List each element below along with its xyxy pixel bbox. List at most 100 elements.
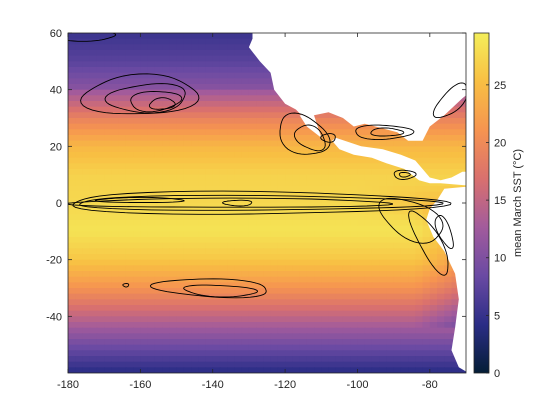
sst-cell bbox=[328, 367, 337, 373]
sst-cell bbox=[68, 169, 76, 176]
sst-cell bbox=[234, 180, 243, 187]
sst-cell bbox=[162, 305, 170, 312]
sst-cell bbox=[183, 237, 192, 244]
sst-cell bbox=[227, 220, 236, 227]
sst-cell bbox=[415, 248, 424, 255]
sst-cell bbox=[111, 305, 120, 312]
sst-cell bbox=[379, 344, 387, 351]
sst-cell bbox=[379, 208, 387, 215]
sst-cell bbox=[96, 157, 105, 164]
sst-cell bbox=[371, 237, 380, 244]
sst-cell bbox=[342, 322, 351, 329]
sst-cell bbox=[248, 106, 257, 113]
sst-cell bbox=[444, 118, 453, 125]
sst-cell bbox=[292, 333, 301, 340]
sst-cell bbox=[68, 293, 76, 300]
sst-cell bbox=[415, 356, 424, 363]
sst-cell bbox=[277, 186, 286, 193]
sst-cell bbox=[400, 180, 409, 187]
sst-cell bbox=[176, 361, 185, 368]
sst-cell bbox=[350, 282, 359, 289]
sst-cell bbox=[147, 271, 156, 278]
sst-cell bbox=[154, 367, 163, 373]
sst-cell bbox=[277, 333, 286, 340]
sst-cell bbox=[82, 293, 91, 300]
sst-cell bbox=[429, 265, 438, 272]
sst-cell bbox=[299, 288, 308, 295]
sst-cell bbox=[219, 95, 228, 102]
sst-cell bbox=[429, 129, 438, 136]
sst-cell bbox=[147, 333, 156, 340]
sst-cell bbox=[205, 106, 214, 113]
sst-cell bbox=[350, 333, 359, 340]
sst-cell bbox=[227, 242, 236, 249]
sst-cell bbox=[133, 84, 141, 91]
sst-cell bbox=[68, 38, 76, 45]
sst-cell bbox=[219, 254, 228, 261]
land-north-america bbox=[248, 33, 466, 141]
sst-cell bbox=[118, 344, 127, 351]
sst-cell bbox=[176, 310, 185, 317]
sst-cell bbox=[212, 163, 221, 170]
sst-cell bbox=[277, 271, 286, 278]
contour-north-pacific-top bbox=[68, 33, 117, 42]
sst-cell bbox=[169, 220, 178, 227]
sst-cell bbox=[191, 78, 199, 85]
sst-cell bbox=[335, 254, 344, 261]
sst-cell bbox=[364, 299, 373, 306]
sst-cell bbox=[198, 186, 207, 193]
sst-cell bbox=[270, 242, 279, 249]
sst-cell bbox=[169, 367, 178, 373]
sst-cell bbox=[379, 186, 387, 193]
sst-cell bbox=[321, 265, 330, 272]
sst-cell bbox=[371, 310, 380, 317]
sst-cell bbox=[335, 237, 344, 244]
sst-cell bbox=[241, 55, 250, 62]
sst-cell bbox=[205, 78, 214, 85]
sst-cell bbox=[227, 259, 236, 266]
sst-cell bbox=[227, 203, 236, 210]
sst-cell bbox=[104, 78, 113, 85]
sst-cell bbox=[292, 197, 301, 204]
sst-cell bbox=[96, 356, 105, 363]
sst-cell bbox=[75, 361, 84, 368]
sst-cell bbox=[234, 305, 243, 312]
sst-cell bbox=[205, 299, 214, 306]
sst-cell bbox=[256, 157, 264, 164]
sst-cell bbox=[111, 288, 120, 295]
sst-cell bbox=[183, 169, 192, 176]
sst-cell bbox=[198, 276, 207, 283]
sst-cell bbox=[285, 106, 293, 113]
sst-cell bbox=[285, 259, 293, 266]
sst-cell bbox=[429, 163, 438, 170]
sst-cell bbox=[415, 242, 424, 249]
sst-cell bbox=[219, 157, 228, 164]
sst-cell bbox=[227, 112, 236, 119]
sst-cell bbox=[234, 38, 243, 45]
sst-cell bbox=[154, 361, 163, 368]
sst-cell bbox=[212, 38, 221, 45]
sst-cell bbox=[248, 322, 257, 329]
sst-cell bbox=[96, 89, 105, 96]
sst-cell bbox=[357, 259, 366, 266]
sst-cell bbox=[212, 101, 221, 108]
sst-cell bbox=[111, 231, 120, 238]
sst-cell bbox=[400, 361, 409, 368]
sst-cell bbox=[147, 146, 156, 153]
sst-cell bbox=[393, 135, 402, 142]
sst-cell bbox=[393, 129, 402, 136]
sst-cell bbox=[415, 191, 424, 198]
sst-cell bbox=[335, 129, 344, 136]
sst-cell bbox=[219, 163, 228, 170]
sst-cell bbox=[422, 231, 431, 238]
sst-cell bbox=[393, 191, 402, 198]
sst-cell bbox=[212, 327, 221, 334]
sst-cell bbox=[241, 305, 250, 312]
sst-cell bbox=[154, 129, 163, 136]
sst-cell bbox=[285, 231, 293, 238]
sst-cell bbox=[133, 50, 141, 57]
sst-cell bbox=[191, 305, 199, 312]
sst-cell bbox=[371, 191, 380, 198]
sst-cell bbox=[393, 242, 402, 249]
sst-cell bbox=[299, 140, 308, 147]
